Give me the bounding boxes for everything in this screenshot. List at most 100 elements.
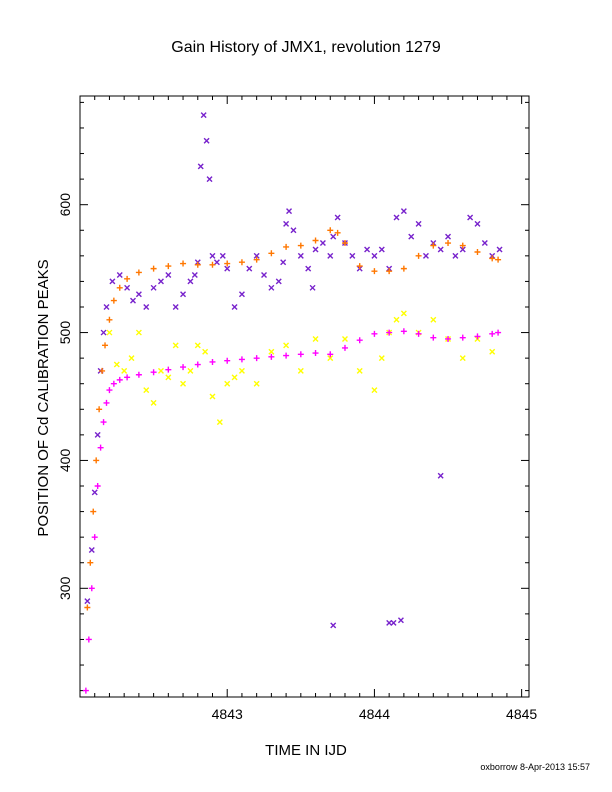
data-point [268,284,275,291]
data-point [238,367,245,374]
data-point [100,419,107,426]
data-point [209,252,216,259]
data-point [397,617,404,624]
chart-title: Gain History of JMX1, revolution 1279 [171,39,441,56]
data-point [110,297,117,304]
y-tick-label: 600 [57,193,73,217]
data-point [283,342,290,349]
data-point [334,229,341,236]
data-point [489,330,496,337]
data-point [231,303,238,310]
data-point [393,316,400,323]
data-point [143,387,150,394]
x-tick-label: 4843 [212,706,243,722]
data-point [157,367,164,374]
data-point [253,380,260,387]
data-point [327,351,334,358]
series-1 [84,112,503,629]
data-point [96,406,103,413]
data-point [400,265,407,272]
data-point [297,252,304,259]
data-point [84,604,91,611]
data-point [393,214,400,221]
data-point [224,380,231,387]
data-point [191,272,198,279]
ticks-layer: 4843 4844 4845 300 400 500 600 [57,96,537,722]
data-point [150,399,157,406]
data-point [109,278,116,285]
data-point [209,261,216,268]
data-point [187,367,194,374]
data-point [415,220,422,227]
data-point [495,256,502,263]
data-point [180,260,187,267]
data-point [437,246,444,253]
data-point [371,387,378,394]
data-point [327,355,334,362]
data-point [209,358,216,365]
data-point [341,335,348,342]
data-point [135,329,142,336]
footer-stamp: oxborrow 8-Apr-2013 15:57 [480,762,590,772]
data-point [206,176,213,183]
data-point [474,333,481,340]
data-point [124,275,131,282]
data-point [430,242,437,249]
data-point [91,534,98,541]
data-point [231,374,238,381]
data-point [106,329,113,336]
data-point [91,489,98,496]
data-point [268,250,275,257]
data-point [238,356,245,363]
data-point [445,335,452,342]
data-point [474,220,481,227]
data-point [327,252,334,259]
data-point [135,291,142,298]
data-point [165,374,172,381]
data-point [150,284,157,291]
data-point [216,419,223,426]
plot-frame [79,95,530,698]
data-point [445,240,452,247]
data-point [116,284,123,291]
data-point [283,352,290,359]
data-point [330,233,337,240]
data-point [280,259,287,266]
data-point [180,364,187,371]
data-point [286,208,293,215]
data-point [102,342,109,349]
data-point [88,585,95,592]
data-point [474,249,481,256]
x-tick-label: 4844 [359,706,390,722]
data-point [121,367,128,374]
data-point [459,246,466,253]
y-tick-label: 500 [57,321,73,345]
data-point [194,261,201,268]
data-point [334,214,341,221]
data-point [197,163,204,170]
data-point [312,335,319,342]
data-point [90,508,97,515]
data-point [238,291,245,298]
data-point [116,376,123,383]
data-point [213,259,220,266]
data-point [238,259,245,266]
data-point [128,355,135,362]
data-point [386,268,393,275]
data-point [224,265,231,272]
data-point [261,272,268,279]
data-point [106,316,113,323]
data-point [165,272,172,279]
data-point [93,457,100,464]
data-point [172,342,179,349]
data-point [452,252,459,259]
data-point [194,361,201,368]
data-point [224,357,231,364]
data-point [187,278,194,285]
data-point [467,214,474,221]
data-point [268,353,275,360]
data-point [408,233,415,240]
data-point [489,255,496,262]
data-point [172,303,179,310]
data-point [489,348,496,355]
